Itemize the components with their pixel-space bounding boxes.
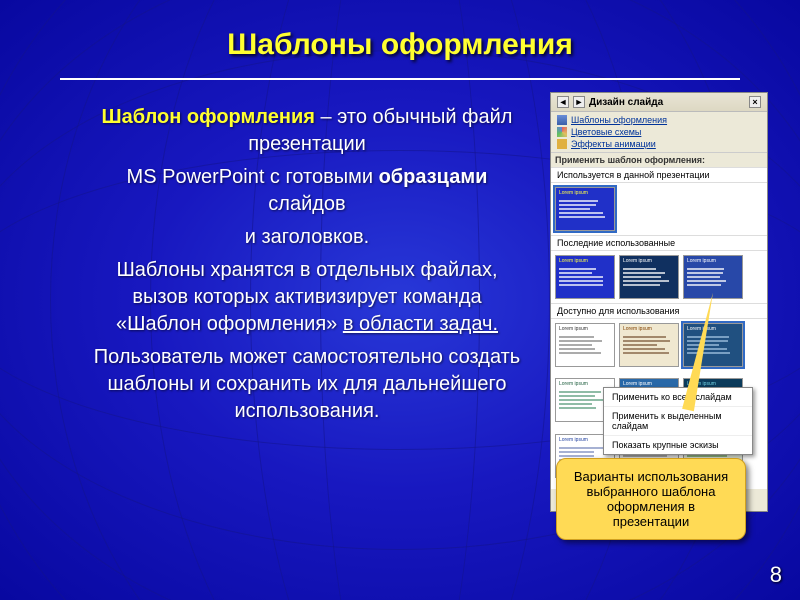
slide-title: Шаблоны оформления [0, 28, 800, 62]
link-anim-label: Эффекты анимации [571, 139, 656, 149]
section-used-label: Используется в данной презентации [551, 167, 767, 183]
title-underline [60, 78, 740, 80]
task-pane-links: Шаблоны оформления Цветовые схемы Эффект… [551, 112, 767, 152]
thumbs-used: Lorem ipsum [551, 183, 767, 235]
body-p2a: MS PowerPoint с готовыми [127, 166, 379, 188]
nav-forward-icon[interactable]: ► [573, 96, 585, 108]
close-icon[interactable]: × [749, 96, 761, 108]
menu-large-preview[interactable]: Показать крупные эскизы [604, 436, 752, 454]
task-pane-title: Дизайн слайда [589, 97, 663, 108]
section-available-label: Доступно для использования [551, 303, 767, 319]
slide-body: Шаблон оформления – это обычный файл пре… [92, 104, 522, 431]
section-recent-label: Последние использованные [551, 235, 767, 251]
body-p4u: в области задач. [343, 313, 498, 335]
body-p2c: слайдов [268, 193, 345, 215]
menu-apply-all[interactable]: Применить ко всем слайдам [604, 388, 752, 407]
body-p5: Пользователь может самостоятельно создат… [92, 344, 522, 425]
template-thumbnail[interactable]: Lorem ipsum [555, 187, 615, 231]
link-design-templates[interactable]: Шаблоны оформления [557, 114, 761, 126]
callout-text: Варианты использования выбранного шаблон… [574, 469, 728, 529]
callout-bubble: Варианты использования выбранного шаблон… [556, 458, 746, 540]
task-pane-design: ◄ ► Дизайн слайда × Шаблоны оформления Ц… [550, 92, 768, 512]
task-pane-header: ◄ ► Дизайн слайда × [551, 93, 767, 112]
link-anim-effects[interactable]: Эффекты анимации [557, 138, 761, 150]
page-number: 8 [770, 562, 782, 588]
color-schemes-icon [557, 127, 567, 137]
link-templates-label: Шаблоны оформления [571, 115, 667, 125]
templates-icon [557, 115, 567, 125]
apply-template-label: Применить шаблон оформления: [551, 152, 767, 167]
term-highlight: Шаблон оформления [102, 106, 315, 128]
template-context-menu: Применить ко всем слайдам Применить к вы… [603, 387, 753, 455]
menu-apply-selected[interactable]: Применить к выделенным слайдам [604, 407, 752, 436]
template-thumbnail[interactable]: Lorem ipsum [619, 255, 679, 299]
template-thumbnail[interactable]: Lorem ipsum [619, 323, 679, 367]
anim-effects-icon [557, 139, 567, 149]
body-p3: и заголовков. [92, 224, 522, 251]
link-color-label: Цветовые схемы [571, 127, 641, 137]
template-thumbnail[interactable]: Lorem ipsum [555, 323, 615, 367]
thumbs-recent: Lorem ipsumLorem ipsumLorem ipsum [551, 251, 767, 303]
presentation-slide: Шаблоны оформления Шаблон оформления – э… [0, 0, 800, 600]
template-thumbnail[interactable]: Lorem ipsum [555, 255, 615, 299]
nav-back-icon[interactable]: ◄ [557, 96, 569, 108]
body-p2b: образцами [379, 166, 488, 188]
link-color-schemes[interactable]: Цветовые схемы [557, 126, 761, 138]
